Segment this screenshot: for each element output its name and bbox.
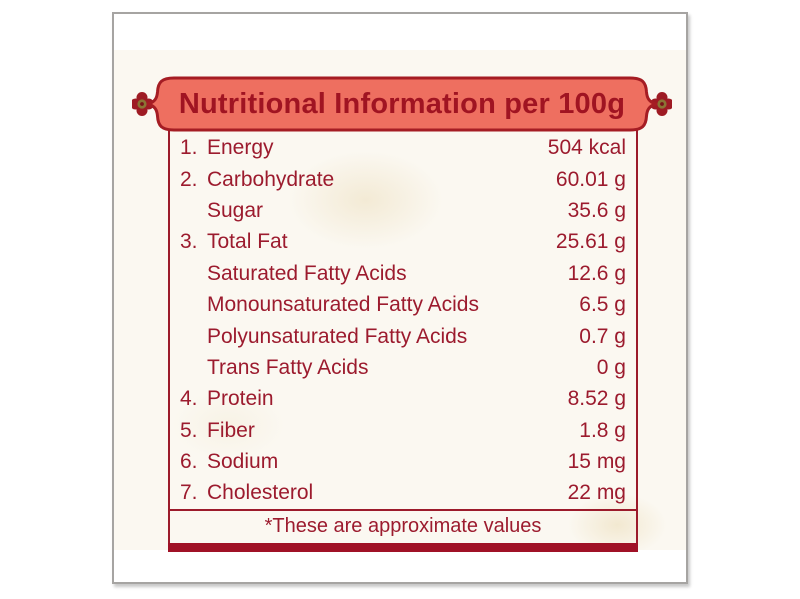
- nutrition-row: 3. Total Fat 25.61 g: [170, 226, 636, 257]
- row-value: 0.7 g: [579, 324, 626, 348]
- nutrition-row: 4. Protein 8.52 g: [170, 383, 636, 414]
- row-label: Sodium: [207, 450, 279, 474]
- header-banner: Nutritional Information per 100g: [132, 75, 672, 135]
- nutrition-table: 1. Energy 504 kcal 2. Carbohydrate 60.01 g Sug…: [168, 127, 638, 552]
- footnote-row: *These are approximate values: [170, 508, 636, 543]
- row-label: Trans Fatty Acids: [207, 355, 369, 379]
- nutrition-row: Monounsaturated Fatty Acids 6.5 g: [170, 289, 636, 320]
- row-label: Protein: [207, 387, 274, 411]
- row-value: 8.52 g: [567, 387, 626, 411]
- row-number: 5.: [180, 418, 198, 442]
- nutrition-row: Polyunsaturated Fatty Acids 0.7 g: [170, 320, 636, 351]
- row-value: 25.61 g: [555, 230, 626, 254]
- row-value: 6.5 g: [579, 293, 626, 317]
- row-number: 1.: [180, 136, 198, 160]
- table-base-bar: [168, 542, 638, 552]
- nutrition-row: 5. Fiber 1.8 g: [170, 415, 636, 446]
- page-title: Nutritional Information per 100g: [178, 87, 626, 120]
- nutrition-row: Saturated Fatty Acids 12.6 g: [170, 258, 636, 289]
- nutrition-rows: 1. Energy 504 kcal 2. Carbohydrate 60.01 g Sug…: [170, 129, 636, 509]
- row-value: 22 mg: [567, 481, 626, 505]
- banner-ribbon: [146, 76, 658, 132]
- row-label: Carbohydrate: [207, 167, 335, 191]
- row-label: Fiber: [207, 418, 255, 442]
- row-value: 15 mg: [567, 450, 626, 474]
- row-label: Saturated Fatty Acids: [207, 261, 407, 285]
- nutrition-row: 2. Carbohydrate 60.01 g: [170, 163, 636, 194]
- row-number: 4.: [180, 387, 198, 411]
- footnote-text: *These are approximate values: [264, 515, 542, 538]
- nutrition-row: 7. Cholesterol 22 mg: [170, 477, 636, 508]
- banner-shape: [132, 76, 672, 132]
- row-value: 504 kcal: [547, 136, 626, 160]
- row-label: Sugar: [207, 198, 264, 222]
- label-photo-frame: Nutritional Information per 100g 1. Energ…: [112, 12, 688, 584]
- row-number: 2.: [180, 167, 198, 191]
- row-number: 6.: [180, 450, 198, 474]
- row-number: 3.: [180, 230, 198, 254]
- row-label: Monounsaturated Fatty Acids: [207, 293, 479, 317]
- nutrition-row: Trans Fatty Acids 0 g: [170, 352, 636, 383]
- row-value: 12.6 g: [567, 261, 626, 285]
- row-value: 1.8 g: [579, 418, 626, 442]
- row-value: 35.6 g: [567, 198, 626, 222]
- row-number: 7.: [180, 481, 198, 505]
- label-paper-background: [114, 50, 686, 550]
- nutrition-row: Sugar 35.6 g: [170, 195, 636, 226]
- nutrition-row: 1. Energy 504 kcal: [170, 132, 636, 163]
- nutrition-row: 6. Sodium 15 mg: [170, 446, 636, 477]
- clover-ornament-right-icon: [650, 92, 672, 116]
- row-label: Cholesterol: [207, 481, 314, 505]
- row-value: 0 g: [596, 355, 626, 379]
- row-value: 60.01 g: [555, 167, 626, 191]
- row-label: Polyunsaturated Fatty Acids: [207, 324, 468, 348]
- row-label: Total Fat: [207, 230, 288, 254]
- row-label: Energy: [207, 136, 274, 160]
